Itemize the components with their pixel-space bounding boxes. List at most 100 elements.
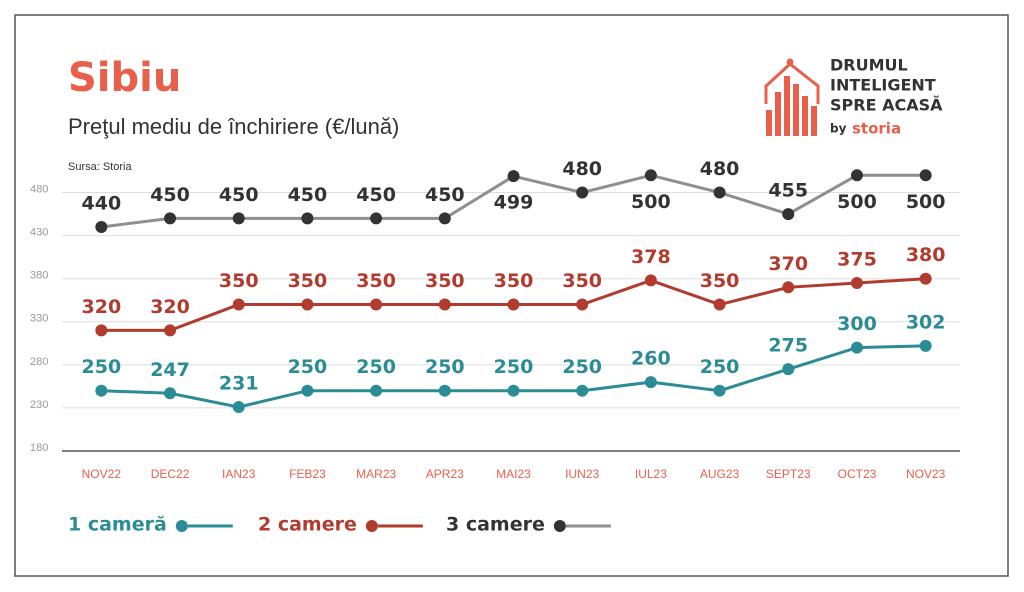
- point: [95, 324, 108, 337]
- point: [782, 208, 795, 221]
- logo-by: by: [830, 122, 847, 136]
- source: Sursa: Storia: [68, 161, 132, 173]
- logo-line: DRUMUL: [830, 56, 908, 75]
- point: [370, 384, 383, 397]
- data-label: 250: [562, 356, 602, 378]
- data-label: 480: [562, 158, 602, 180]
- logo-icon: [764, 58, 820, 136]
- logo-line: INTELIGENT: [830, 76, 936, 95]
- data-label: 350: [219, 270, 259, 292]
- x-tick-label: AUG23: [700, 467, 740, 481]
- point: [850, 341, 863, 354]
- point: [301, 384, 314, 397]
- y-tick-label: 180: [30, 442, 48, 454]
- data-label: 350: [494, 270, 534, 292]
- point: [438, 384, 451, 397]
- data-label: 250: [700, 356, 740, 378]
- point: [850, 277, 863, 289]
- data-label: 275: [768, 335, 808, 357]
- data-label: 320: [150, 296, 190, 318]
- x-tick-label: NOV22: [82, 467, 122, 481]
- data-label: 300: [837, 313, 877, 335]
- y-tick-label: 380: [30, 270, 48, 282]
- legend-label: 1 cameră: [68, 514, 167, 536]
- point: [713, 186, 726, 199]
- legend-label: 3 camere: [446, 514, 545, 536]
- point: [370, 298, 383, 311]
- chart-subtitle: Preţul mediu de închiriere (€/lună): [68, 114, 399, 139]
- point: [164, 387, 177, 400]
- point: [301, 298, 314, 311]
- point: [232, 212, 245, 225]
- point: [438, 298, 451, 311]
- logo-brand: storia: [852, 120, 901, 138]
- data-label: 378: [631, 246, 671, 268]
- point: [370, 212, 383, 225]
- legend-marker: [175, 520, 188, 532]
- point: [576, 186, 589, 199]
- point: [232, 298, 245, 311]
- y-tick-label: 330: [30, 313, 48, 325]
- data-label: 375: [837, 249, 877, 271]
- data-label: 500: [631, 191, 671, 213]
- data-label: 250: [494, 356, 534, 378]
- y-tick-label: 230: [30, 399, 48, 411]
- point: [232, 401, 245, 414]
- data-label: 260: [631, 348, 671, 370]
- point: [919, 169, 932, 182]
- point: [576, 298, 589, 311]
- point: [713, 384, 726, 397]
- point: [644, 274, 657, 287]
- legend-label: 2 camere: [258, 514, 357, 536]
- x-tick-label: OCT23: [838, 467, 877, 481]
- point: [644, 376, 657, 389]
- data-label: 247: [150, 359, 190, 381]
- data-label: 500: [837, 191, 877, 213]
- data-label: 440: [82, 193, 122, 215]
- data-label: 350: [425, 270, 465, 292]
- point: [438, 212, 451, 225]
- x-tick-label: SEPT23: [766, 467, 811, 481]
- point: [95, 384, 108, 397]
- data-label: 350: [356, 270, 396, 292]
- data-label: 499: [494, 192, 534, 214]
- point: [507, 170, 520, 183]
- point: [164, 212, 177, 225]
- point: [507, 384, 520, 397]
- x-tick-label: IAN23: [222, 467, 256, 481]
- x-tick-label: FEB23: [289, 467, 326, 481]
- x-tick-label: DEC22: [151, 467, 190, 481]
- data-label: 450: [425, 184, 465, 206]
- point: [507, 298, 520, 311]
- data-label: 250: [356, 356, 396, 378]
- x-tick-label: APR23: [426, 467, 464, 481]
- data-label: 455: [768, 180, 808, 202]
- x-tick-label: MAI23: [496, 467, 531, 481]
- data-label: 302: [906, 311, 946, 333]
- point: [576, 384, 589, 397]
- frame: [14, 14, 1009, 577]
- data-label: 380: [906, 244, 946, 266]
- y-tick-label: 280: [30, 356, 48, 368]
- y-tick-label: 430: [30, 227, 48, 239]
- data-label: 250: [82, 356, 122, 378]
- data-label: 500: [906, 191, 946, 213]
- point: [164, 324, 177, 337]
- point: [919, 272, 932, 285]
- x-tick-label: NOV23: [906, 467, 946, 481]
- data-label: 480: [700, 158, 740, 180]
- data-label: 250: [425, 356, 465, 378]
- data-label: 370: [768, 253, 808, 275]
- point: [713, 298, 726, 311]
- point: [919, 339, 932, 352]
- data-label: 320: [82, 296, 122, 318]
- x-tick-label: IUL23: [635, 467, 667, 481]
- data-label: 450: [356, 184, 396, 206]
- data-label: 450: [288, 184, 328, 206]
- data-label: 450: [219, 184, 259, 206]
- point: [782, 281, 795, 294]
- data-label: 231: [219, 373, 259, 395]
- legend-marker: [365, 520, 378, 532]
